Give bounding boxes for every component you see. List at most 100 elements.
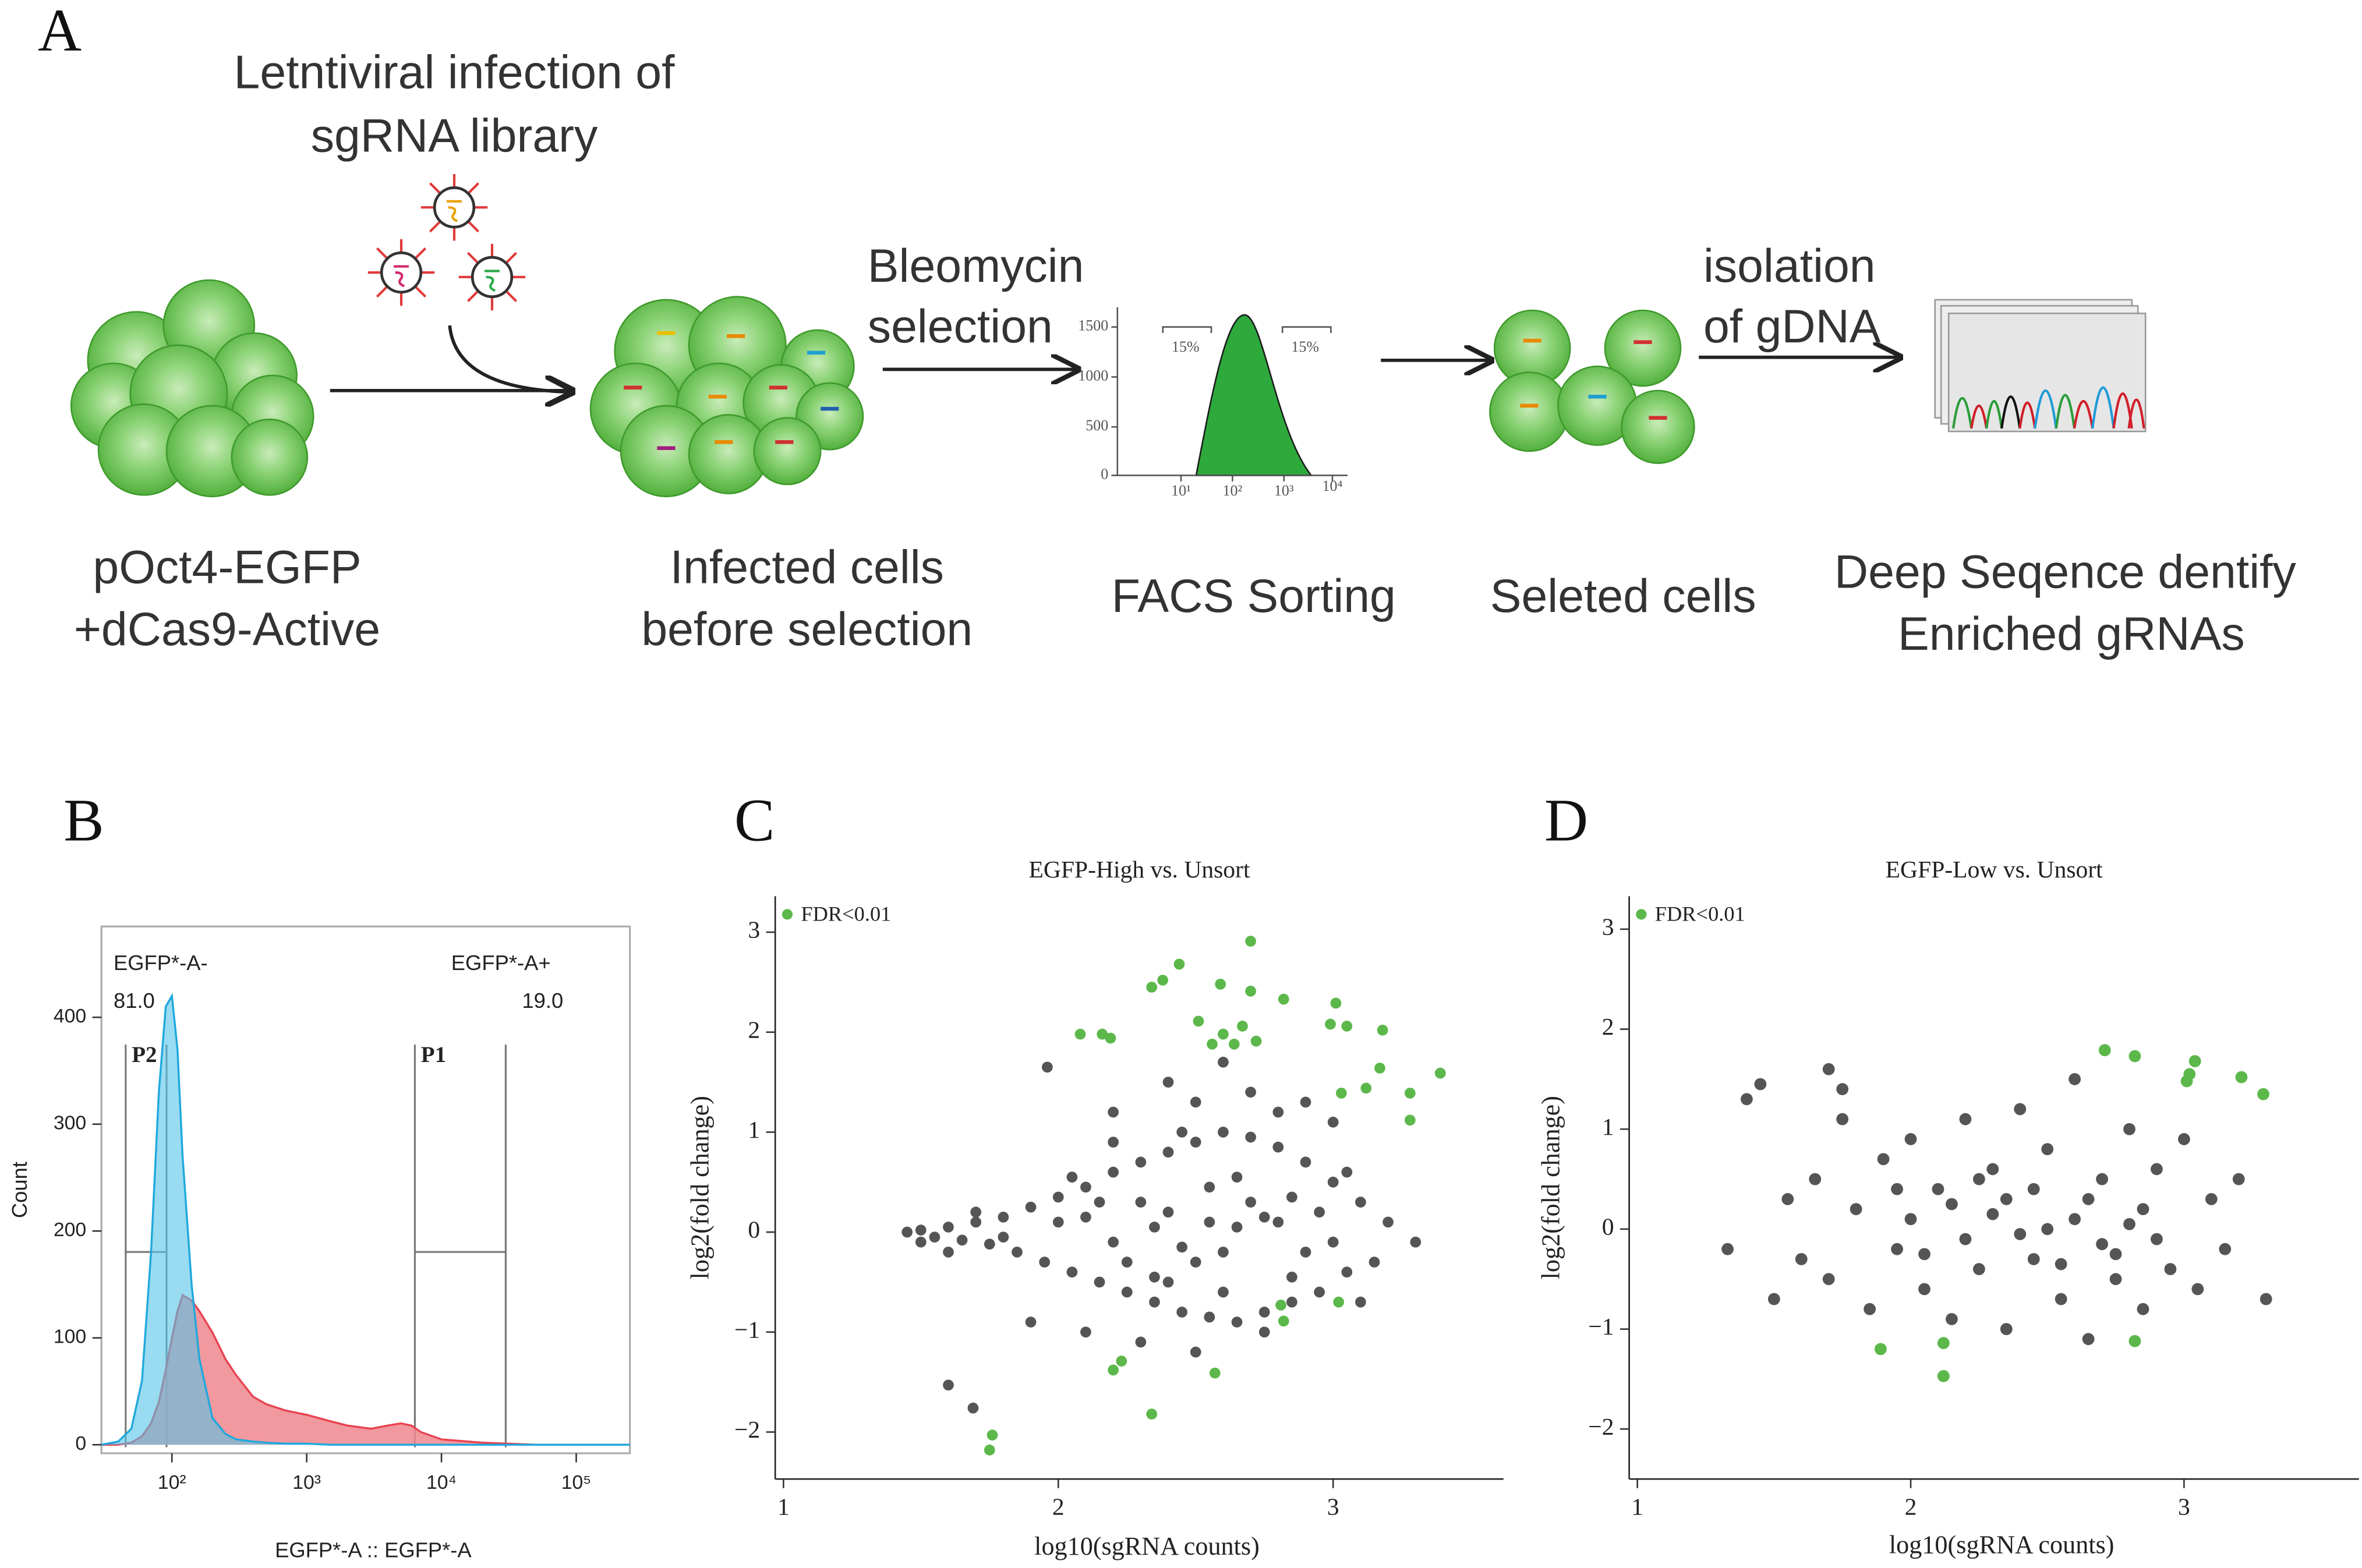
point [1135, 1197, 1147, 1208]
point [1937, 1369, 1950, 1382]
x-tick-label: 2 [1905, 1493, 1917, 1520]
point [915, 1224, 927, 1236]
point [1190, 1096, 1201, 1108]
point [1105, 1032, 1116, 1044]
point [986, 1429, 998, 1441]
point [1204, 1181, 1215, 1193]
point [2014, 1103, 2027, 1116]
legend-marker [782, 909, 793, 920]
point [1190, 1346, 1201, 1358]
point [970, 1216, 982, 1228]
infection-label: Letntiviral infection of [234, 46, 676, 98]
point [1278, 993, 1289, 1005]
point [1836, 1083, 1849, 1095]
point [2096, 1238, 2108, 1251]
y-tick-label: −1 [1588, 1313, 1614, 1340]
x-tick-label: 1 [1631, 1493, 1643, 1520]
point [1218, 1247, 1229, 1258]
point [1190, 1256, 1201, 1268]
gate-label: P1 [421, 1042, 446, 1067]
point [1836, 1113, 1849, 1125]
point [1245, 1131, 1256, 1143]
point [2191, 1283, 2204, 1296]
point [1314, 1286, 1325, 1298]
point [1135, 1336, 1147, 1348]
inset-tick: 1000 [1078, 367, 1108, 384]
y-tick-label: −2 [1588, 1413, 1614, 1440]
point [1231, 1222, 1243, 1233]
stage-label: pOct4-EGFP [93, 541, 361, 593]
step-label: Bleomycin [868, 240, 1084, 292]
point [1066, 1171, 1078, 1183]
inset-tick: 500 [1085, 417, 1108, 434]
point [1237, 1021, 1248, 1032]
y-axis-label: Count [8, 1162, 31, 1218]
y-tick-label: 300 [54, 1112, 86, 1134]
point [1193, 1015, 1204, 1027]
histogram-line [101, 993, 630, 1446]
plot-frame [100, 925, 631, 1454]
point [1176, 1241, 1188, 1253]
point [2082, 1333, 2095, 1346]
point [1891, 1243, 1903, 1255]
point [998, 1211, 1009, 1223]
point [1904, 1213, 1917, 1226]
point [1327, 1236, 1339, 1248]
inset-tick: 0 [1101, 465, 1108, 482]
point [2055, 1258, 2067, 1270]
point [1245, 936, 1256, 947]
inset-gate: 15% [1172, 338, 1200, 355]
point [1080, 1326, 1091, 1338]
point [1094, 1276, 1105, 1288]
point [1135, 1156, 1147, 1168]
stage-label: FACS Sorting [1112, 570, 1396, 622]
point [2188, 1055, 2201, 1067]
chart-title: EGFP-High vs. Unsort [1028, 856, 1250, 883]
point [1231, 1316, 1243, 1328]
point [1946, 1313, 1958, 1325]
point [1218, 1286, 1229, 1298]
point [956, 1234, 968, 1246]
point [1052, 1216, 1064, 1228]
point [1146, 982, 1158, 993]
histogram-area [101, 1295, 630, 1445]
point [1327, 1116, 1339, 1128]
point [1286, 1272, 1297, 1283]
arrow [448, 325, 572, 392]
point [1850, 1203, 1862, 1216]
stage-label: +dCas9-Active [74, 603, 380, 656]
x-tick-label: 3 [2178, 1493, 2190, 1520]
point [1245, 1197, 1256, 1208]
x-tick-label: 3 [1327, 1493, 1339, 1520]
selected-cells [1489, 309, 1695, 464]
step-label: selection [868, 300, 1053, 353]
point [1781, 1193, 1794, 1205]
point [1946, 1198, 1958, 1210]
point [2041, 1223, 2054, 1236]
point [1382, 1216, 1394, 1228]
x-tick-label: 1 [777, 1493, 790, 1520]
point [1314, 1206, 1325, 1218]
point [2137, 1203, 2149, 1216]
gate-percent: 81.0 [114, 989, 155, 1013]
point [1149, 1222, 1160, 1233]
infected-cells [589, 296, 864, 498]
point [1108, 1364, 1119, 1376]
inset-tick: 10¹ [1171, 482, 1191, 499]
point [2128, 1050, 2141, 1063]
point [1173, 958, 1185, 970]
y-tick-label: 3 [1602, 913, 1614, 940]
point [2128, 1335, 2141, 1347]
point [1822, 1273, 1835, 1286]
panel-letter: B [63, 787, 104, 854]
point [1231, 1171, 1243, 1183]
point [1741, 1093, 1753, 1106]
point [1204, 1216, 1215, 1228]
point [2260, 1293, 2272, 1305]
point [1272, 1216, 1284, 1228]
point [1157, 975, 1168, 986]
point [1052, 1191, 1064, 1203]
point [1108, 1236, 1119, 1248]
point [1809, 1173, 1822, 1185]
